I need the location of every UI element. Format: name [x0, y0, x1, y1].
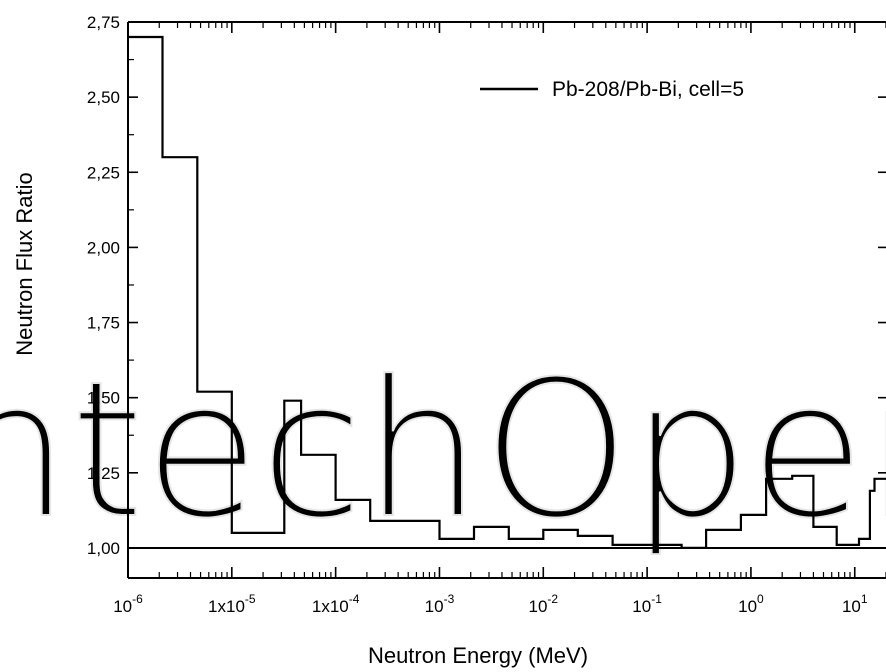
y-tick-label: 1,75	[87, 314, 120, 333]
series-step-line	[128, 35, 886, 549]
y-tick-label: 1,50	[87, 389, 120, 408]
y-tick-label: 2,50	[87, 88, 120, 107]
y-tick-label: 2,25	[87, 163, 120, 182]
x-tick-label: 101	[842, 592, 868, 616]
x-tick-label: 10-1	[632, 592, 662, 616]
x-tick-label: 10-2	[528, 592, 558, 616]
x-tick-label: 10-3	[425, 592, 455, 616]
y-tick-label: 2,00	[87, 238, 120, 257]
watermark-text: IntechOpen	[0, 341, 886, 560]
x-axis-title: Neutron Energy (MeV)	[368, 643, 588, 668]
y-axis-title: Neutron Flux Ratio	[12, 172, 37, 355]
x-tick-label: 1x10-5	[208, 592, 256, 616]
legend: Pb-208/Pb-Bi, cell=5	[480, 78, 744, 101]
y-tick-label: 1,00	[87, 539, 120, 558]
y-tick-label: 1,25	[87, 464, 120, 483]
y-tick-label: 2,75	[87, 13, 120, 32]
watermark-logo: IntechOpen	[0, 340, 886, 561]
x-tick-label: 1x10-4	[312, 592, 360, 616]
x-tick-label: 100	[738, 592, 764, 616]
x-tick-label: 10-6	[113, 592, 143, 616]
legend-label: Pb-208/Pb-Bi, cell=5	[552, 78, 744, 101]
